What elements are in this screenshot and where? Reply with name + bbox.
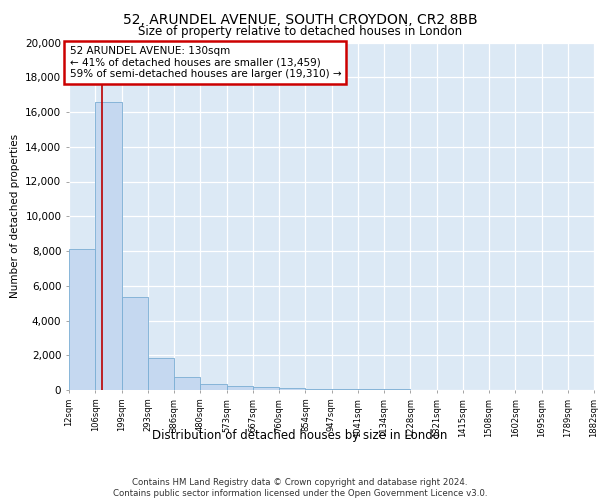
- Text: 52 ARUNDEL AVENUE: 130sqm
← 41% of detached houses are smaller (13,459)
59% of s: 52 ARUNDEL AVENUE: 130sqm ← 41% of detac…: [70, 46, 341, 79]
- Bar: [200, 384, 227, 390]
- Text: Size of property relative to detached houses in London: Size of property relative to detached ho…: [138, 25, 462, 38]
- Bar: [95, 102, 121, 390]
- Y-axis label: Number of detached properties: Number of detached properties: [10, 134, 20, 298]
- Bar: [148, 358, 174, 390]
- Bar: [253, 388, 279, 390]
- Bar: [174, 377, 200, 390]
- Bar: [227, 386, 253, 390]
- Bar: [279, 388, 305, 390]
- Bar: [305, 388, 331, 390]
- Text: 52, ARUNDEL AVENUE, SOUTH CROYDON, CR2 8BB: 52, ARUNDEL AVENUE, SOUTH CROYDON, CR2 8…: [122, 12, 478, 26]
- Bar: [121, 297, 148, 390]
- Text: Contains HM Land Registry data © Crown copyright and database right 2024.
Contai: Contains HM Land Registry data © Crown c…: [113, 478, 487, 498]
- Bar: [331, 389, 358, 390]
- Text: Distribution of detached houses by size in London: Distribution of detached houses by size …: [152, 430, 448, 442]
- Bar: [69, 250, 95, 390]
- Bar: [358, 389, 384, 390]
